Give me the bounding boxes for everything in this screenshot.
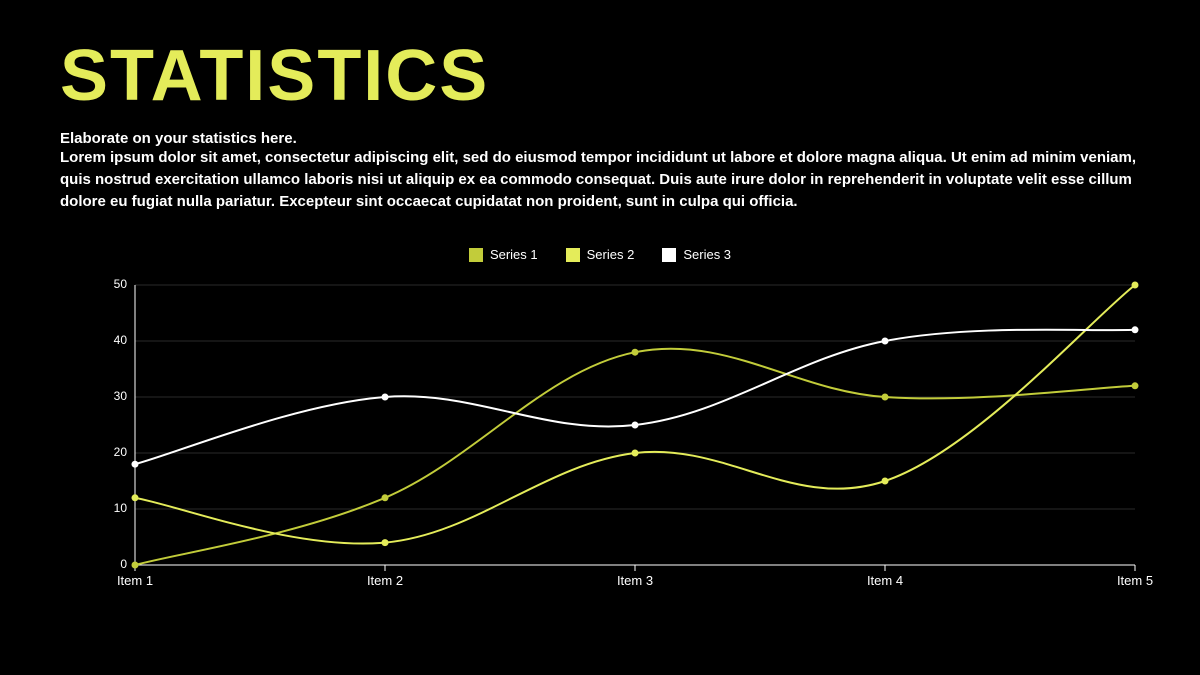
body-text: Lorem ipsum dolor sit amet, consectetur …	[60, 147, 1140, 212]
data-point	[132, 461, 139, 468]
legend-item: Series 2	[566, 247, 635, 262]
series-line	[135, 349, 1135, 565]
x-tick-label: Item 5	[1117, 573, 1153, 588]
data-point	[1132, 327, 1139, 334]
x-tick-label: Item 1	[117, 573, 153, 588]
legend-label: Series 2	[587, 247, 635, 262]
data-point	[132, 495, 139, 502]
data-point	[382, 539, 389, 546]
y-tick-label: 0	[120, 557, 127, 571]
series-line	[135, 285, 1135, 544]
legend-swatch	[469, 248, 483, 262]
x-tick-label: Item 3	[617, 573, 653, 588]
y-tick-label: 40	[114, 333, 128, 347]
data-point	[632, 422, 639, 429]
legend-item: Series 3	[662, 247, 731, 262]
data-point	[382, 394, 389, 401]
y-tick-label: 10	[114, 501, 128, 515]
data-point	[382, 495, 389, 502]
page-title: STATISTICS	[60, 40, 1140, 112]
legend-item: Series 1	[469, 247, 538, 262]
data-point	[132, 562, 139, 569]
data-point	[882, 394, 889, 401]
x-tick-label: Item 4	[867, 573, 903, 588]
subtitle: Elaborate on your statistics here.	[60, 130, 1140, 147]
data-point	[1132, 282, 1139, 289]
chart-legend: Series 1 Series 2 Series 3	[60, 247, 1140, 262]
data-point	[632, 349, 639, 356]
y-tick-label: 30	[114, 389, 128, 403]
legend-label: Series 3	[683, 247, 731, 262]
line-chart: 01020304050Item 1Item 2Item 3Item 4Item …	[90, 270, 1140, 600]
data-point	[632, 450, 639, 457]
y-tick-label: 50	[114, 277, 128, 291]
legend-label: Series 1	[490, 247, 538, 262]
y-tick-label: 20	[114, 445, 128, 459]
data-point	[1132, 383, 1139, 390]
data-point	[882, 478, 889, 485]
x-tick-label: Item 2	[367, 573, 403, 588]
legend-swatch	[662, 248, 676, 262]
data-point	[882, 338, 889, 345]
legend-swatch	[566, 248, 580, 262]
